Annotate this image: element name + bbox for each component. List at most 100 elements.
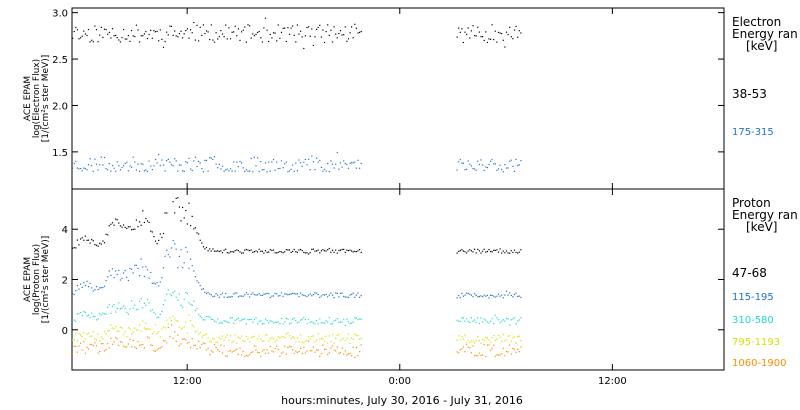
data-point (488, 164, 490, 166)
data-point (212, 351, 214, 353)
data-point (131, 300, 133, 302)
data-point (201, 288, 203, 290)
data-point (274, 169, 276, 171)
data-point (127, 170, 129, 172)
data-point (139, 221, 141, 223)
data-point (188, 37, 190, 39)
data-point (499, 295, 501, 297)
y-tick-label: 2.5 (52, 55, 68, 66)
data-point (258, 293, 260, 295)
data-point (217, 167, 219, 169)
data-point (344, 251, 346, 253)
data-point (360, 162, 362, 164)
data-point (210, 350, 212, 352)
data-point (164, 255, 166, 257)
data-point (110, 324, 112, 326)
data-point (263, 293, 265, 295)
data-point (458, 295, 460, 297)
data-point (190, 320, 192, 322)
data-point (111, 28, 114, 30)
data-point (180, 164, 182, 166)
data-point (339, 351, 342, 354)
data-point (298, 249, 300, 251)
data-point (180, 30, 182, 32)
data-point (151, 345, 153, 347)
data-point (250, 351, 252, 354)
data-point (316, 250, 318, 252)
data-point (515, 25, 517, 27)
data-point (282, 27, 284, 29)
data-point (263, 27, 265, 29)
data-point (92, 240, 94, 242)
data-point (110, 337, 112, 339)
data-point (236, 292, 238, 294)
data-point (288, 33, 291, 35)
data-point (91, 165, 93, 167)
data-point (520, 317, 522, 319)
data-point (349, 352, 351, 354)
data-point (237, 353, 239, 355)
data-point (505, 31, 508, 33)
data-point (234, 292, 236, 294)
legend-entry: 115-195 (732, 292, 774, 303)
data-point (308, 318, 310, 320)
data-point (92, 290, 94, 292)
data-point (276, 293, 278, 295)
data-point (483, 294, 485, 296)
data-point (226, 38, 228, 40)
data-point (190, 258, 192, 260)
data-point (317, 161, 319, 163)
data-point (466, 33, 468, 35)
data-point (351, 355, 353, 357)
data-point (223, 249, 225, 251)
data-point (257, 157, 259, 159)
data-point (89, 41, 91, 43)
data-point (488, 339, 490, 341)
data-point (347, 333, 350, 335)
data-point (323, 294, 326, 296)
data-point (225, 248, 227, 250)
data-point (513, 348, 516, 350)
data-point (480, 36, 482, 38)
data-point (347, 321, 350, 323)
data-point (317, 294, 319, 296)
data-point (304, 35, 306, 37)
data-point (91, 287, 93, 289)
data-point (314, 169, 316, 171)
data-point (464, 334, 466, 336)
data-point (119, 326, 121, 328)
data-point (188, 157, 190, 159)
data-point (113, 328, 115, 330)
data-point (198, 313, 200, 316)
data-point (250, 157, 252, 160)
data-point (325, 250, 327, 252)
data-point (89, 158, 91, 160)
data-point (95, 163, 98, 165)
data-point (142, 307, 144, 309)
data-point (126, 346, 128, 348)
data-point (110, 274, 112, 277)
data-point (335, 163, 337, 165)
data-point (501, 320, 503, 322)
data-point (113, 277, 115, 279)
data-point (202, 246, 204, 248)
data-point (505, 167, 508, 169)
data-point (261, 350, 263, 352)
data-point (86, 333, 88, 335)
data-point (311, 321, 313, 323)
data-point (472, 340, 474, 342)
data-point (175, 340, 177, 342)
data-point (140, 258, 142, 260)
data-point (518, 251, 520, 253)
data-point (257, 323, 259, 325)
data-point (115, 34, 117, 36)
data-point (233, 322, 235, 324)
data-point (84, 285, 86, 287)
data-point (81, 35, 83, 37)
data-point (199, 162, 201, 164)
data-point (459, 159, 461, 161)
data-point (359, 296, 361, 298)
data-point (118, 165, 120, 167)
data-point (328, 34, 330, 36)
data-point (338, 32, 340, 35)
